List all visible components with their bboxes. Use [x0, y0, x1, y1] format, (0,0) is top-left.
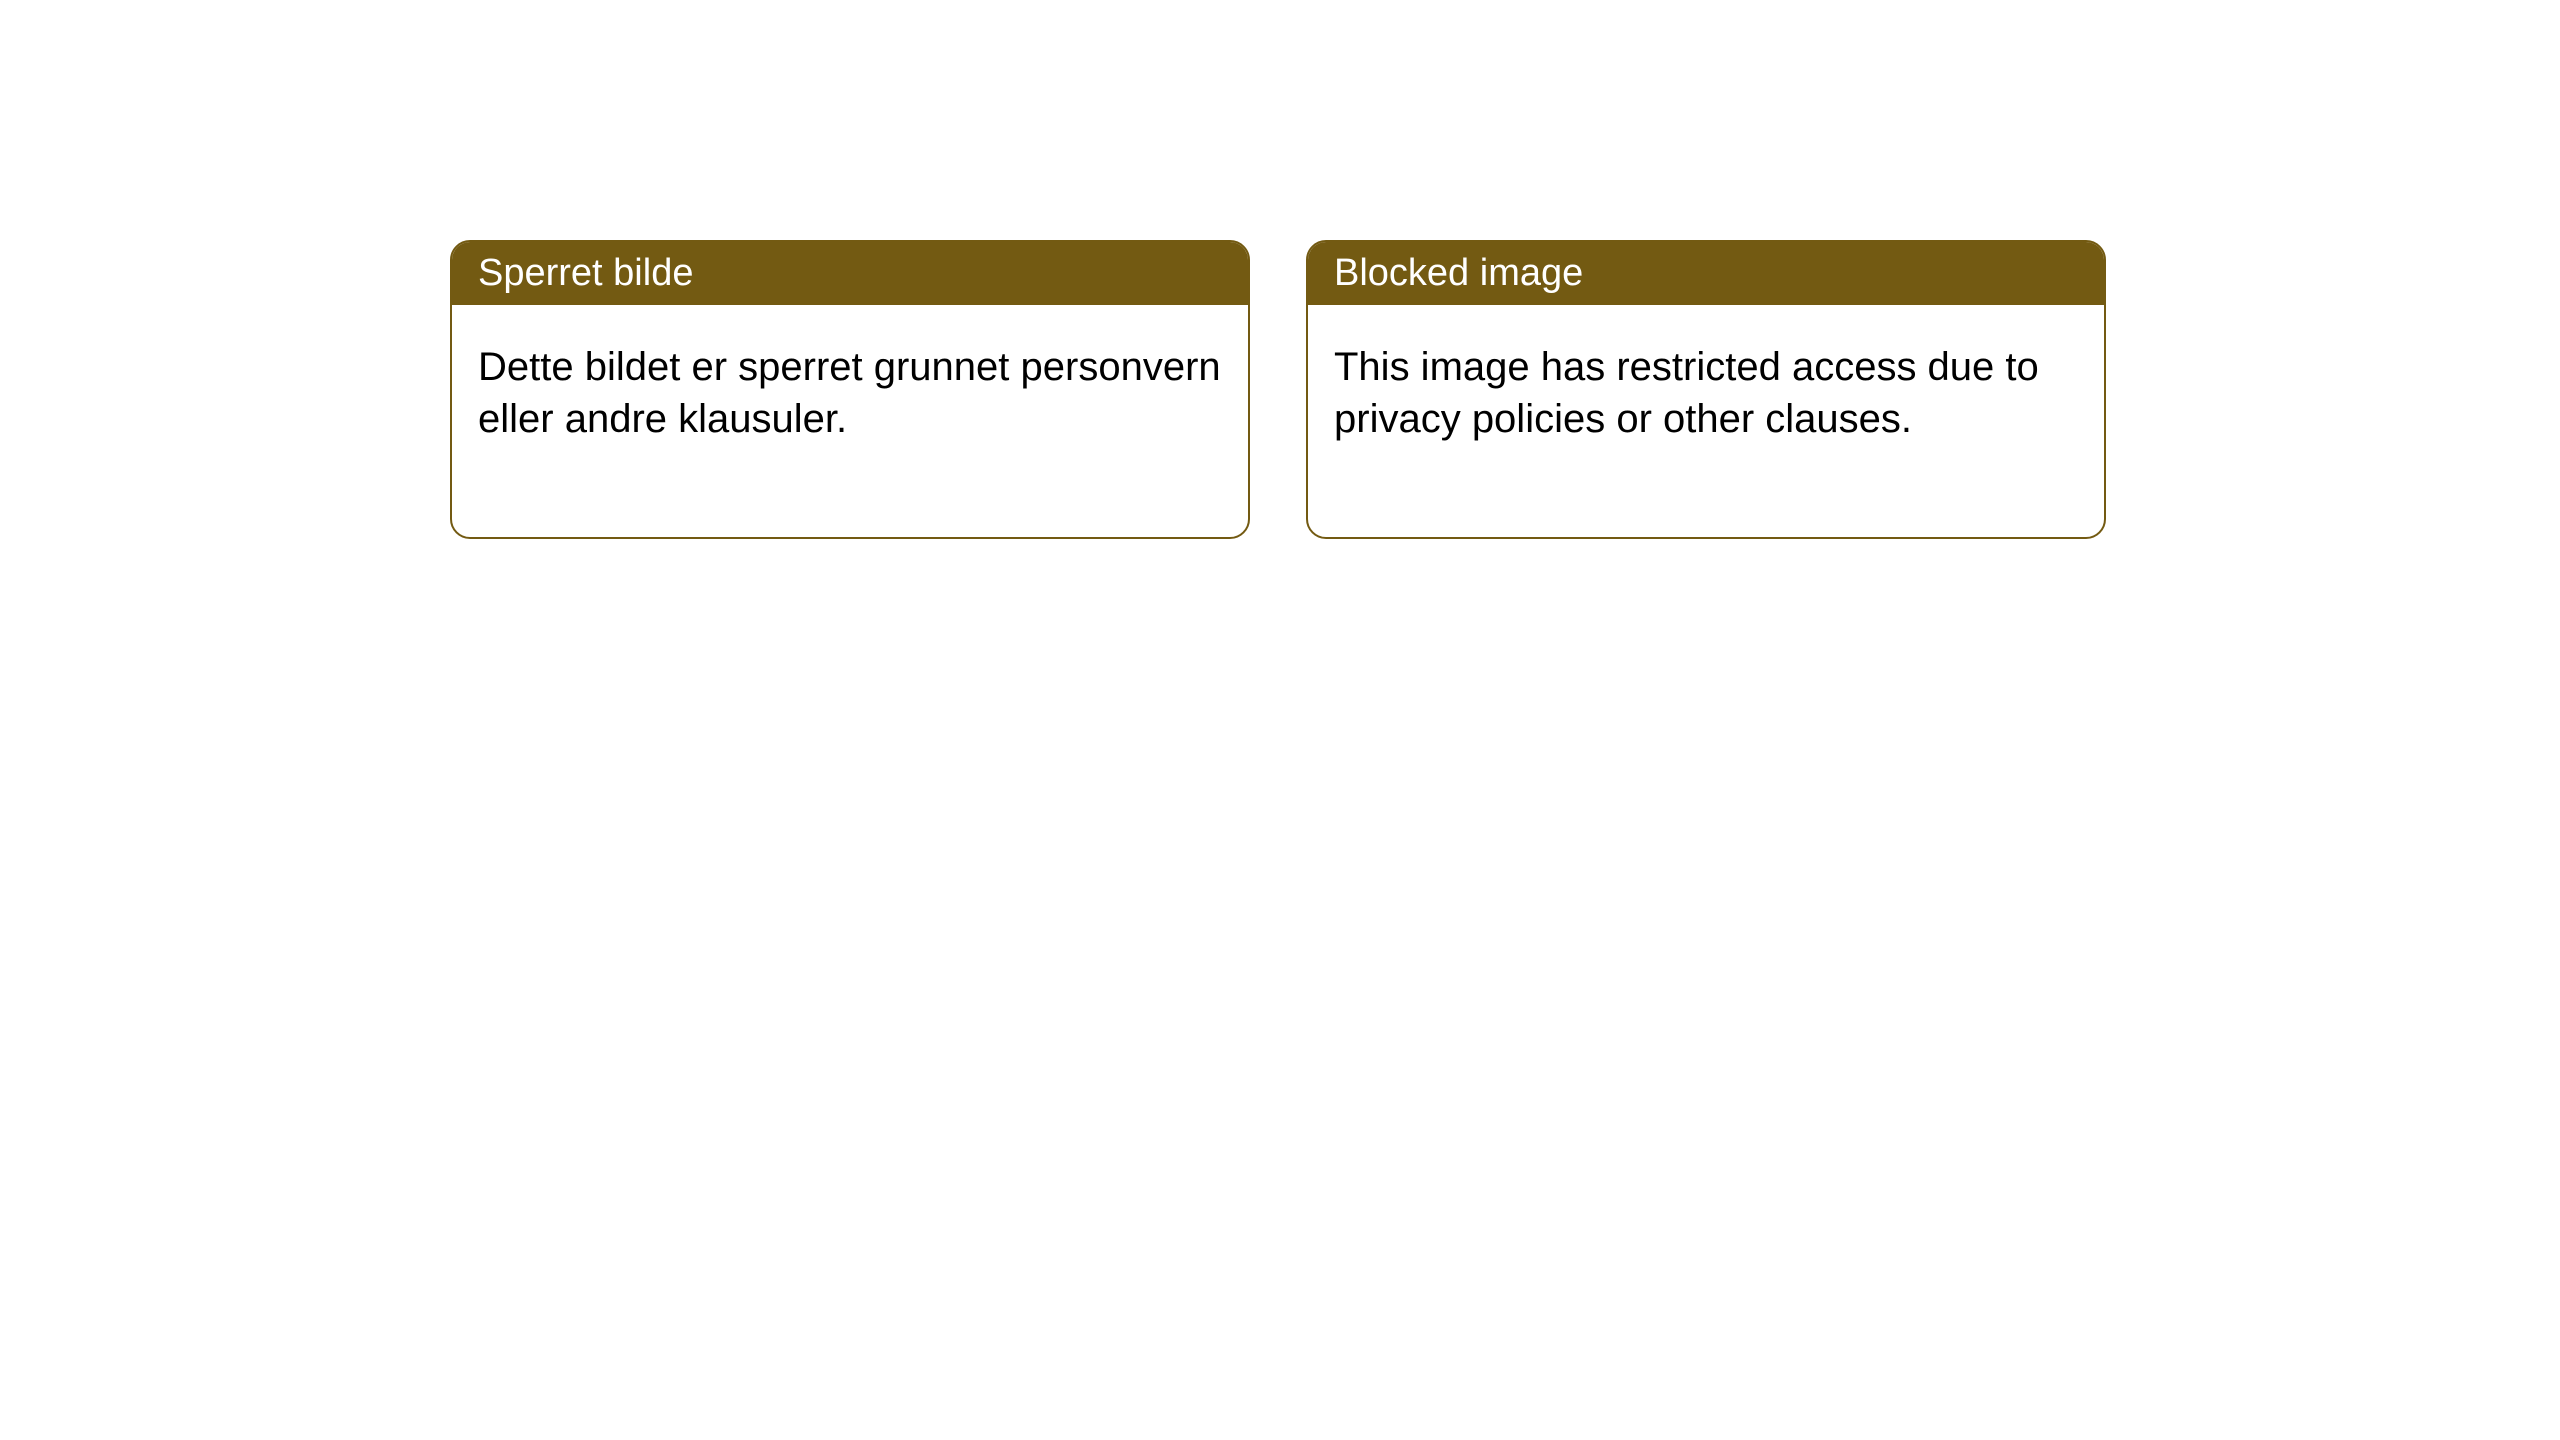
- notice-title: Blocked image: [1334, 252, 1583, 294]
- notice-box-english: Blocked image This image has restricted …: [1306, 240, 2106, 539]
- notice-body-text: Dette bildet er sperret grunnet personve…: [478, 345, 1221, 441]
- notice-header: Blocked image: [1308, 242, 2104, 305]
- notice-body: This image has restricted access due to …: [1308, 305, 2104, 537]
- notice-title: Sperret bilde: [478, 252, 693, 294]
- notice-header: Sperret bilde: [452, 242, 1248, 305]
- notice-box-norwegian: Sperret bilde Dette bildet er sperret gr…: [450, 240, 1250, 539]
- notice-body: Dette bildet er sperret grunnet personve…: [452, 305, 1248, 537]
- notice-body-text: This image has restricted access due to …: [1334, 345, 2039, 441]
- notice-container: Sperret bilde Dette bildet er sperret gr…: [450, 240, 2560, 539]
